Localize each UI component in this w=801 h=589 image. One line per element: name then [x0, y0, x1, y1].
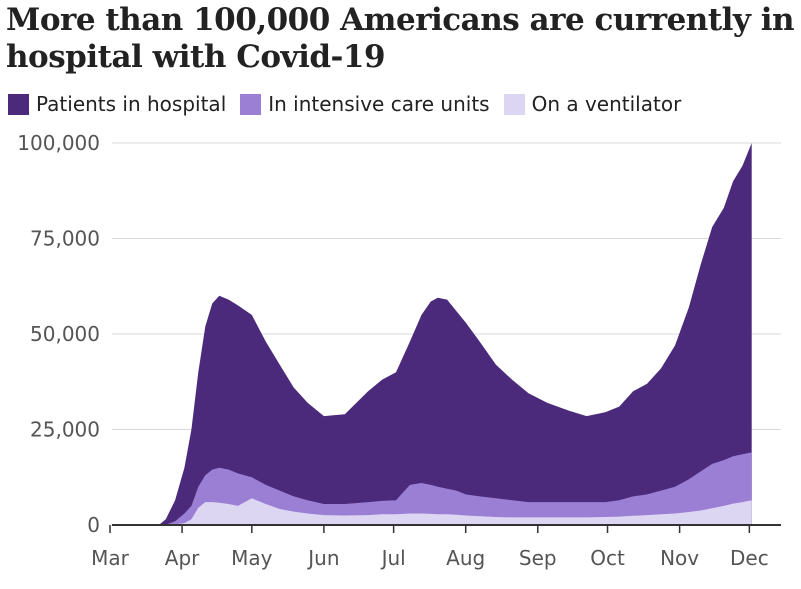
x-tick-label: Oct — [590, 546, 625, 570]
legend-label-ventilator: On a ventilator — [531, 92, 682, 116]
legend-item-hospital: Patients in hospital — [8, 92, 226, 116]
x-tick-label: Dec — [730, 546, 769, 570]
x-tick-label: Jun — [306, 546, 339, 570]
x-tick-label: Sep — [519, 546, 557, 570]
area-patients-in-hospital — [110, 143, 752, 525]
y-tick-label: 50,000 — [30, 322, 100, 346]
legend-item-icu: In intensive care units — [240, 92, 490, 116]
x-tick-label: May — [231, 546, 273, 570]
chart-legend: Patients in hospital In intensive care u… — [8, 92, 695, 116]
y-tick-label: 25,000 — [30, 418, 100, 442]
chart-title: More than 100,000 Americans are currentl… — [6, 2, 795, 75]
x-tick-label: Jul — [380, 546, 406, 570]
y-tick-label: 75,000 — [30, 227, 100, 251]
legend-swatch-icu — [240, 93, 262, 115]
legend-swatch-ventilator — [503, 93, 525, 115]
x-tick-label: Nov — [660, 546, 699, 570]
y-tick-label: 100,000 — [17, 131, 100, 155]
legend-item-ventilator: On a ventilator — [503, 92, 682, 116]
legend-label-hospital: Patients in hospital — [36, 92, 227, 116]
legend-swatch-hospital — [8, 93, 29, 115]
x-tick-label: Aug — [446, 546, 485, 570]
x-tick-label: Mar — [91, 546, 130, 570]
area-ventilator — [110, 498, 752, 525]
x-tick-label: Apr — [165, 546, 200, 570]
legend-label-icu: In intensive care units — [268, 92, 490, 116]
y-tick-label: 0 — [87, 513, 100, 537]
